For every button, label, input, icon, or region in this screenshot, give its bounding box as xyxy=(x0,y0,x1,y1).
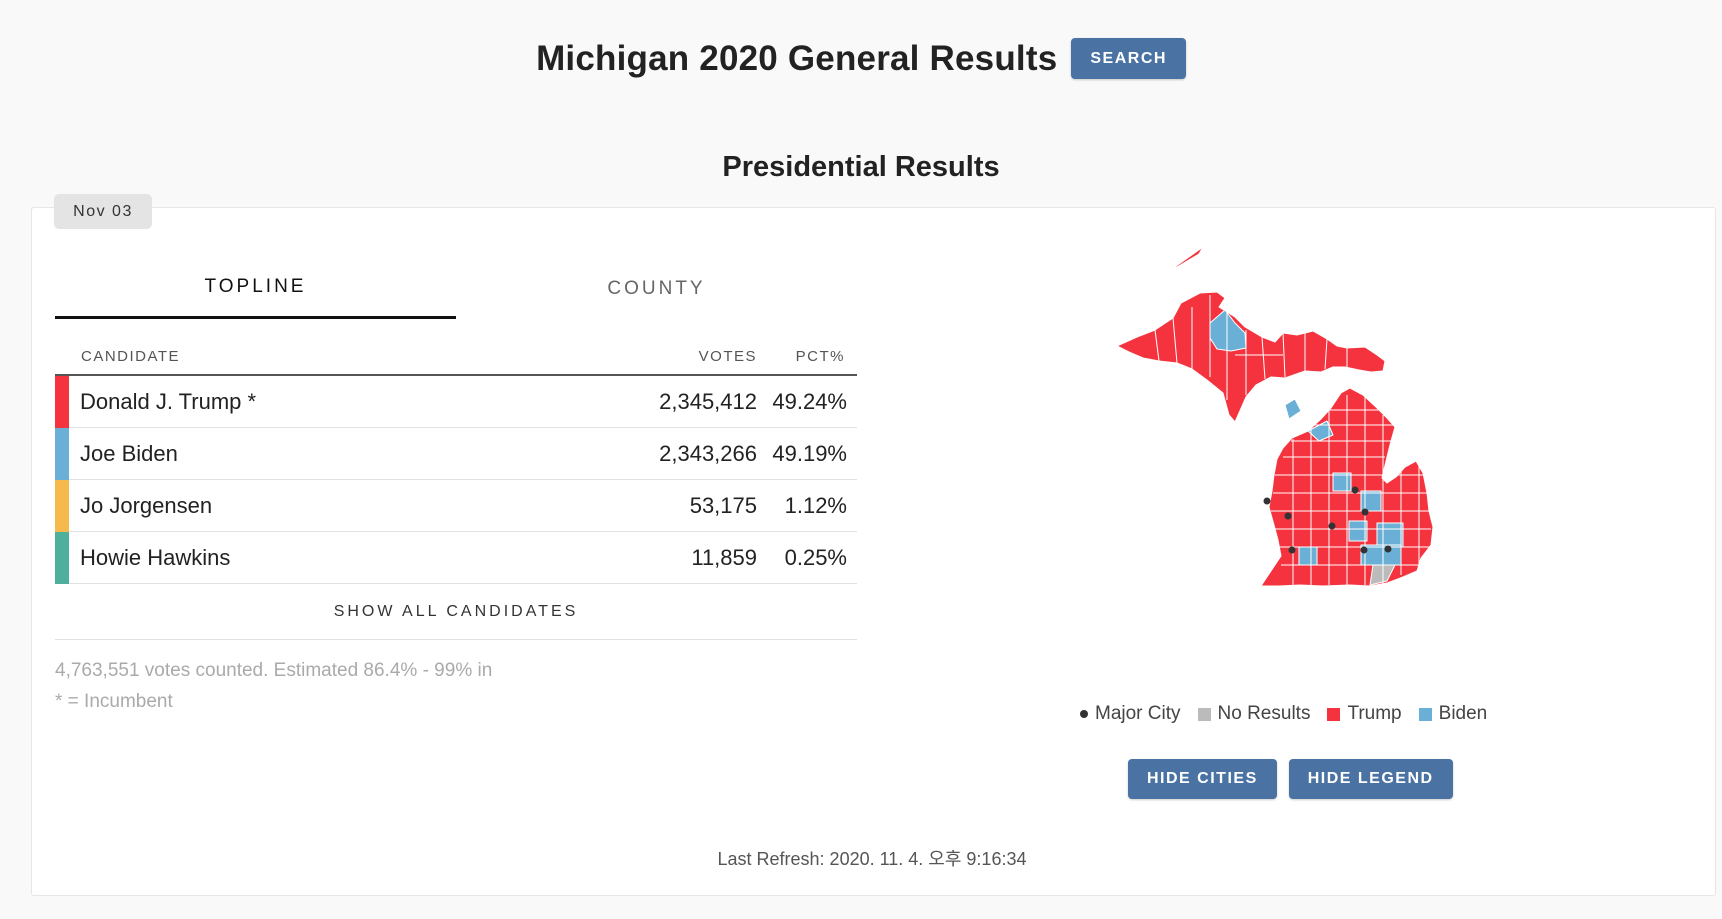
legend-item-biden: Biden xyxy=(1418,703,1488,725)
table-row: Joe Biden 2,343,266 49.19% xyxy=(55,427,857,480)
table-header: CANDIDATE VOTES PCT% xyxy=(55,338,857,376)
map-legend: Major City No Results Trump Biden xyxy=(1080,703,1504,725)
votes-counted-note: 4,763,551 votes counted. Estimated 86.4%… xyxy=(55,660,493,681)
section-title: Presidential Results xyxy=(722,151,1000,183)
candidate-name: Jo Jorgensen xyxy=(80,492,213,518)
city-marker xyxy=(1284,512,1292,520)
date-tab[interactable]: Nov 03 xyxy=(54,194,152,229)
city-marker xyxy=(1288,546,1296,554)
city-marker xyxy=(1351,486,1359,494)
trump-swatch-icon xyxy=(1327,707,1341,721)
candidate-name: Joe Biden xyxy=(80,440,178,466)
column-header-votes[interactable]: VOTES xyxy=(698,347,757,365)
table-row: Jo Jorgensen 53,175 1.12% xyxy=(55,479,857,532)
candidate-name: Howie Hawkins xyxy=(80,544,231,570)
candidate-name: Donald J. Trump * xyxy=(80,388,257,414)
results-table: CANDIDATE VOTES PCT% Donald J. Trump * 2… xyxy=(55,338,857,640)
column-header-candidate[interactable]: CANDIDATE xyxy=(81,347,181,365)
column-header-pct[interactable]: PCT% xyxy=(795,347,845,365)
candidate-color-swatch xyxy=(55,531,69,584)
candidate-votes: 53,175 xyxy=(689,492,757,518)
city-marker xyxy=(1328,522,1336,530)
candidate-pct: 49.24% xyxy=(772,388,847,414)
results-tabs: TOPLINE COUNTY xyxy=(55,258,857,319)
major-city-dot-icon xyxy=(1080,710,1088,718)
legend-label: No Results xyxy=(1217,703,1311,724)
city-marker xyxy=(1263,497,1271,505)
county-map[interactable] xyxy=(1115,245,1475,645)
tab-county[interactable]: COUNTY xyxy=(607,277,706,299)
no-results-swatch-icon xyxy=(1197,707,1211,721)
michigan-map-svg xyxy=(1116,246,1434,587)
candidate-pct: 49.19% xyxy=(772,440,847,466)
city-marker xyxy=(1360,546,1368,554)
major-city-markers xyxy=(1263,486,1392,554)
candidate-pct: 0.25% xyxy=(784,544,847,570)
last-refresh-timestamp: Last Refresh: 2020. 11. 4. 오후 9:16:34 xyxy=(717,849,1027,869)
hide-legend-button[interactable]: HIDE LEGEND xyxy=(1288,759,1453,799)
hide-cities-button[interactable]: HIDE CITIES xyxy=(1128,759,1277,799)
candidate-color-swatch xyxy=(55,479,69,532)
legend-label: Trump xyxy=(1347,703,1402,724)
search-button[interactable]: SEARCH xyxy=(1071,38,1186,79)
table-row: Howie Hawkins 11,859 0.25% xyxy=(55,531,857,584)
legend-item-trump: Trump xyxy=(1327,703,1402,725)
candidate-votes: 11,859 xyxy=(691,544,757,570)
candidate-pct: 1.12% xyxy=(784,492,847,518)
candidate-color-swatch xyxy=(55,375,69,428)
show-all-candidates-button[interactable]: SHOW ALL CANDIDATES xyxy=(55,584,857,640)
tab-topline[interactable]: TOPLINE xyxy=(55,258,456,319)
candidate-votes: 2,343,266 xyxy=(659,440,757,466)
biden-swatch-icon xyxy=(1418,707,1432,721)
legend-item-no-results: No Results xyxy=(1197,703,1311,725)
city-marker xyxy=(1361,508,1369,516)
legend-label: Major City xyxy=(1095,703,1181,724)
incumbent-note: * = Incumbent xyxy=(55,691,173,712)
table-row: Donald J. Trump * 2,345,412 49.24% xyxy=(55,375,857,428)
map-counties xyxy=(1116,246,1434,587)
footnotes: 4,763,551 votes counted. Estimated 86.4%… xyxy=(55,655,492,717)
map-buttons: HIDE CITIES HIDE LEGEND xyxy=(1128,759,1453,799)
page-header: Michigan 2020 General Results SEARCH xyxy=(0,38,1722,79)
candidate-votes: 2,345,412 xyxy=(659,388,757,414)
candidate-color-swatch xyxy=(55,427,69,480)
city-marker xyxy=(1384,545,1392,553)
legend-item-major-city: Major City xyxy=(1080,703,1181,725)
page-title: Michigan 2020 General Results xyxy=(536,38,1058,78)
legend-label: Biden xyxy=(1438,703,1488,724)
